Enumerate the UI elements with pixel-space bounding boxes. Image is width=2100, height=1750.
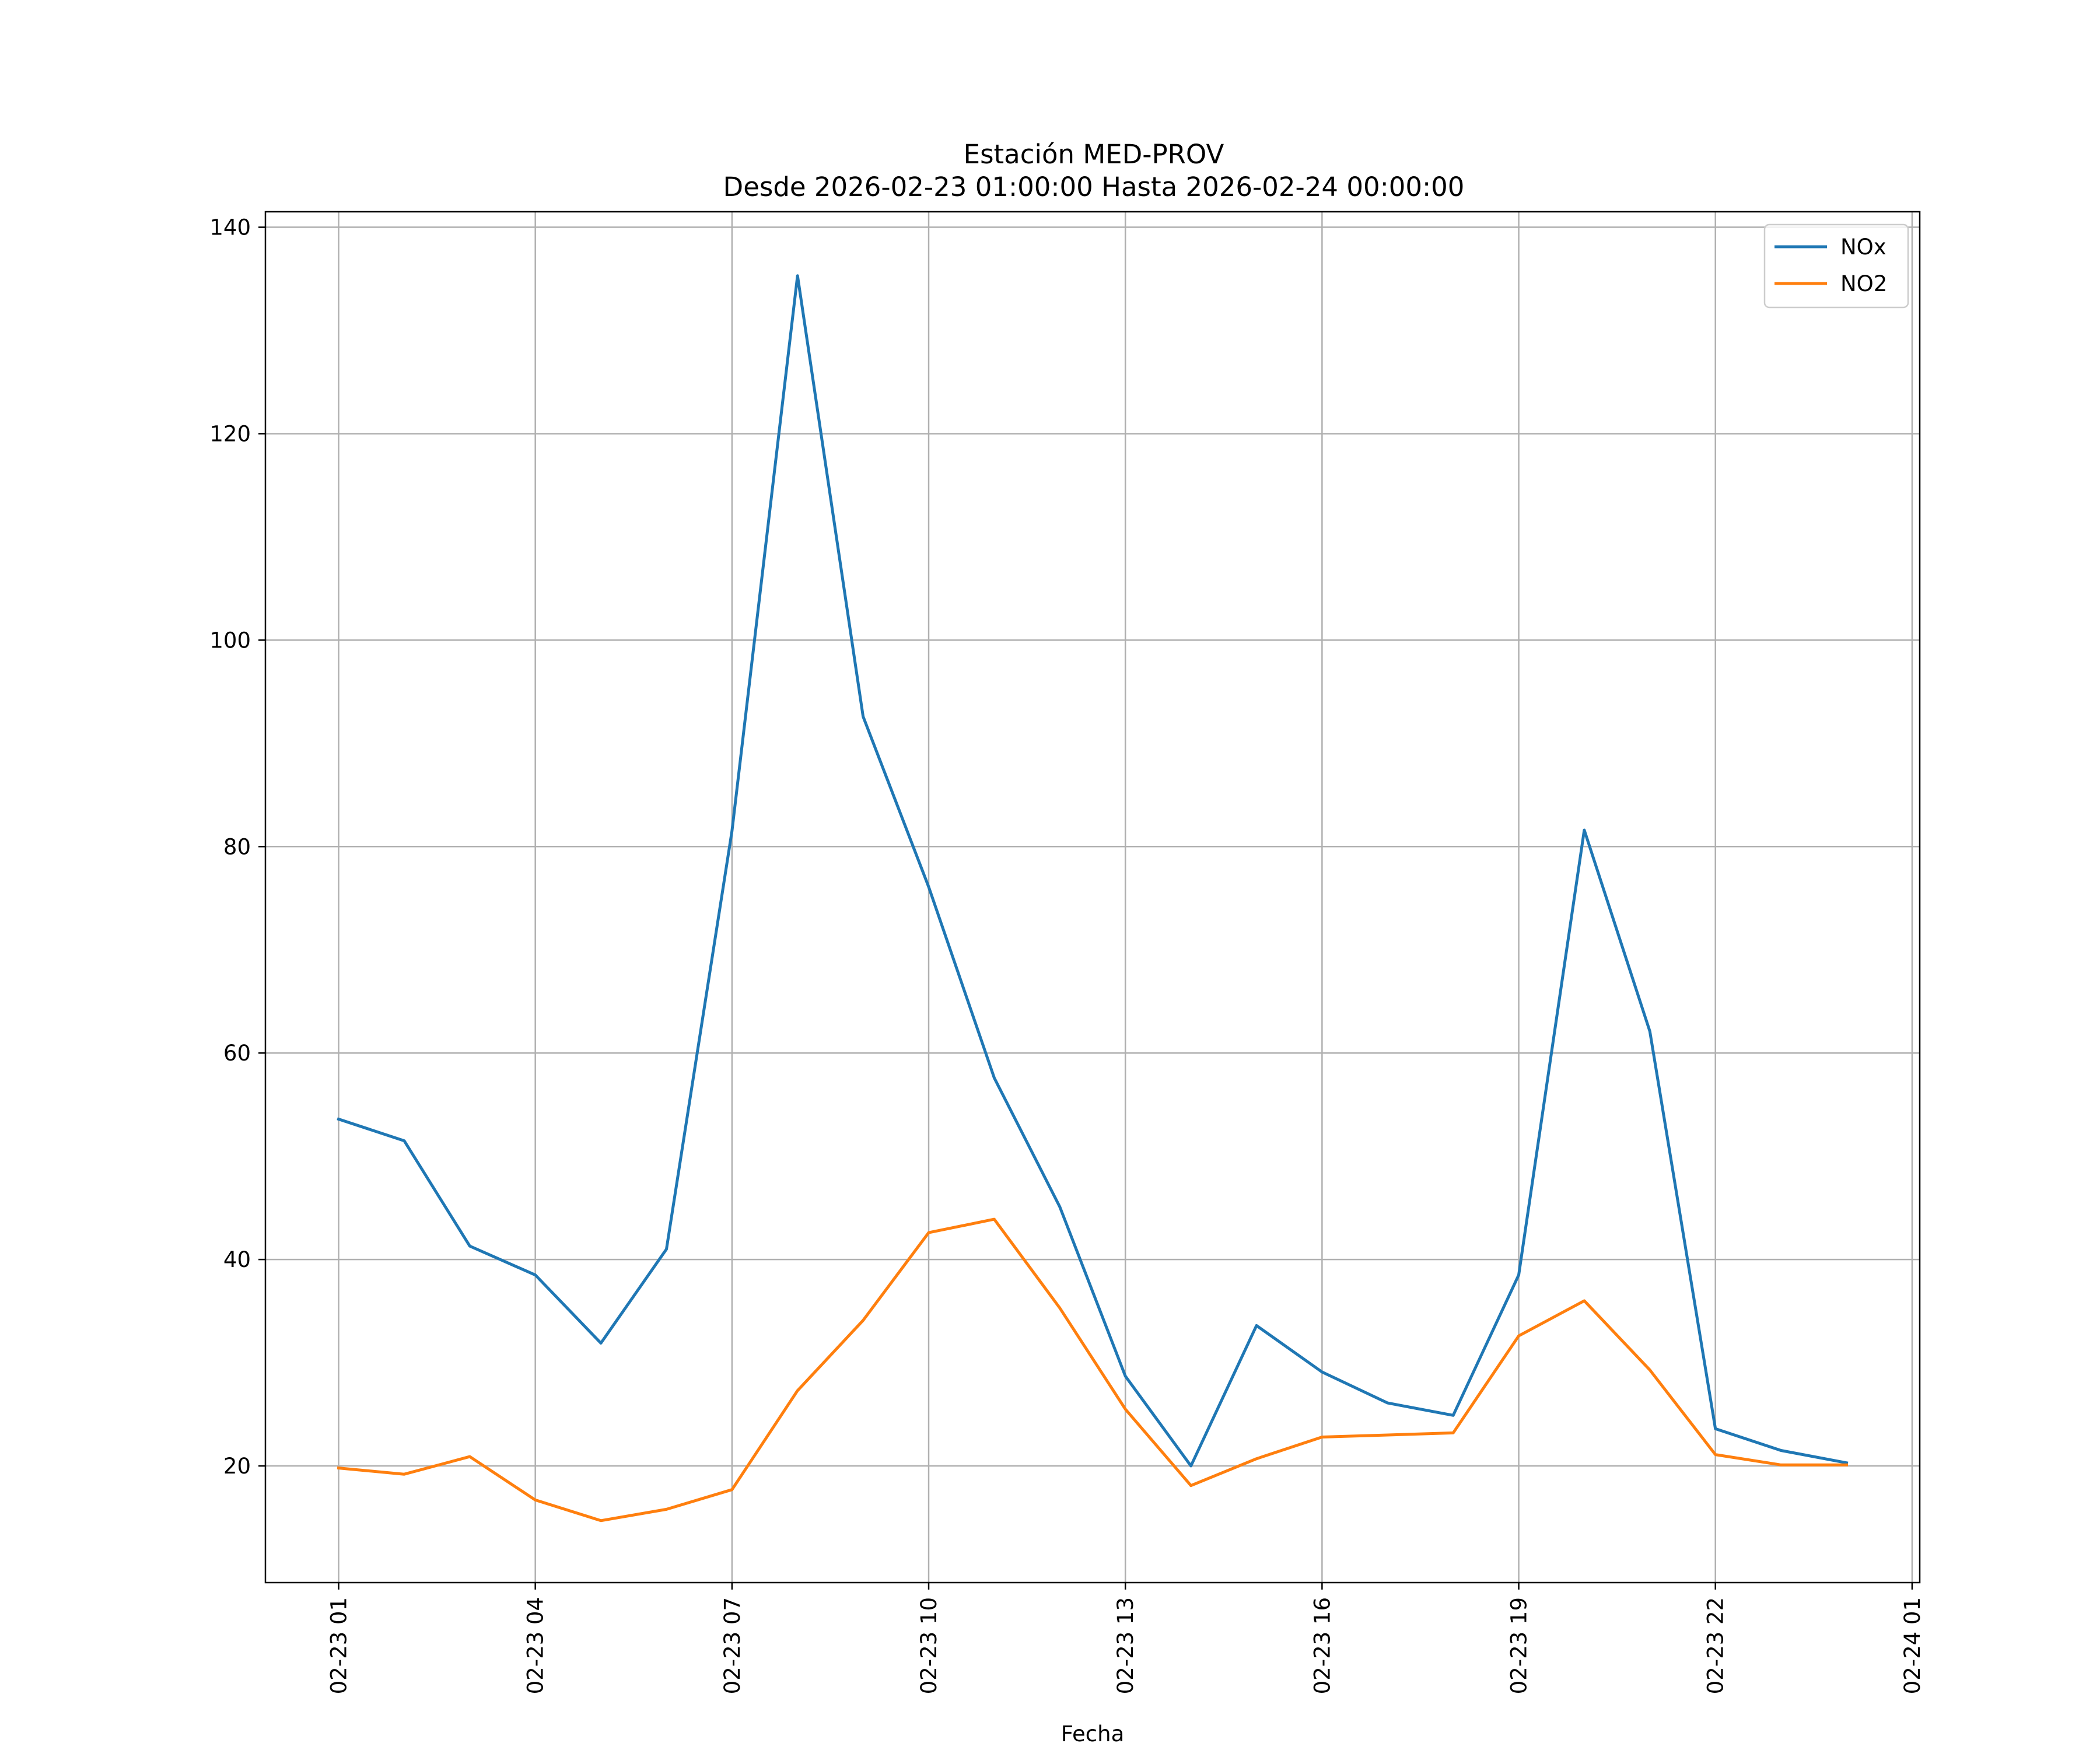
x-tick-label: 02-23 07 [720, 1597, 745, 1694]
y-tick-label: 20 [223, 1454, 251, 1479]
y-tick-label: 140 [209, 215, 251, 240]
legend-label-nox: NOx [1840, 235, 1887, 260]
series-line-no2 [337, 1217, 1848, 1522]
series-layer [337, 274, 1849, 1522]
x-tick-label: 02-23 01 [327, 1597, 352, 1694]
y-tick-label: 100 [209, 628, 251, 653]
chart-title: Estación MED-PROV [964, 139, 1224, 170]
legend: NOx NO2 [1763, 223, 1909, 309]
x-tick-label: 02-23 16 [1310, 1597, 1335, 1694]
plot-frame [264, 211, 1921, 1584]
x-tick-label: 02-23 04 [523, 1597, 548, 1694]
x-axis-label: Fecha [1061, 1721, 1125, 1746]
y-tick-label: 120 [209, 421, 251, 446]
y-tick-label: 40 [223, 1247, 251, 1272]
x-tick-label: 02-23 13 [1113, 1597, 1138, 1694]
legend-label-no2: NO2 [1840, 271, 1887, 296]
y-ticks: 20 40 60 80 100 120 140 [209, 215, 265, 1479]
x-tick-label: 02-23 19 [1507, 1597, 1532, 1694]
x-tick-label: 02-24 01 [1900, 1597, 1925, 1694]
series-line-nox [337, 274, 1849, 1468]
grid [265, 212, 1920, 1583]
y-tick-label: 80 [223, 834, 251, 859]
y-tick-label: 60 [223, 1041, 251, 1066]
x-tick-label: 02-23 10 [916, 1597, 942, 1694]
chart-subtitle: Desde 2026-02-23 01:00:00 Hasta 2026-02-… [723, 172, 1465, 202]
x-ticks: 02-23 01 02-23 04 02-23 07 02-23 10 02-23 13… [327, 1583, 1925, 1694]
x-tick-label: 02-23 22 [1703, 1597, 1728, 1694]
